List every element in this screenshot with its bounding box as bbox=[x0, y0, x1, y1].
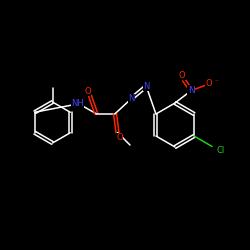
Text: O: O bbox=[206, 78, 212, 88]
Text: O: O bbox=[116, 133, 123, 142]
Text: ⁻: ⁻ bbox=[215, 78, 219, 86]
Text: O: O bbox=[84, 87, 91, 96]
Text: N: N bbox=[188, 86, 194, 95]
Text: N: N bbox=[143, 82, 150, 91]
Text: N: N bbox=[128, 94, 134, 103]
Text: NH: NH bbox=[71, 99, 84, 108]
Text: Cl: Cl bbox=[217, 146, 225, 155]
Text: O: O bbox=[178, 70, 185, 80]
